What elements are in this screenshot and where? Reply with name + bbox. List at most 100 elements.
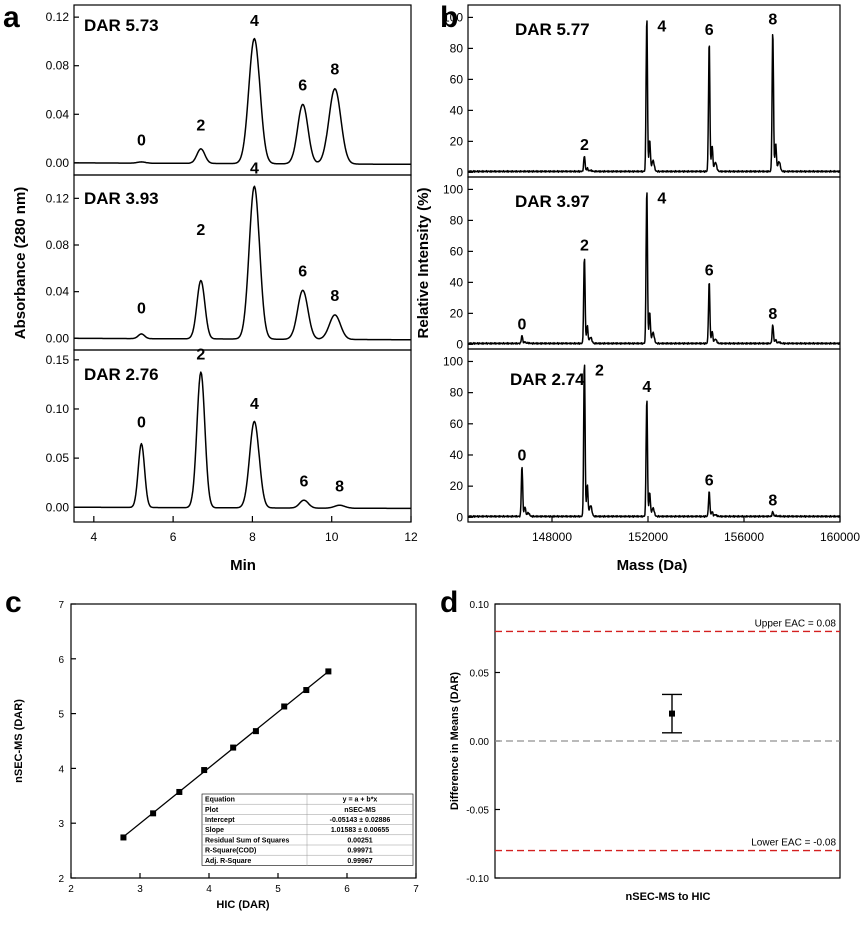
panel-b-ytick-label: 80 xyxy=(450,41,464,55)
panel-a-peak-label: 0 xyxy=(137,133,146,150)
panel-a-peak-label: 2 xyxy=(196,347,205,364)
panel-a-peak-label: 8 xyxy=(330,62,339,79)
panel-d-upper-eac-label: Upper EAC = 0.08 xyxy=(755,618,837,629)
panel-b-peak-label: 6 xyxy=(705,262,714,279)
panel-a-peak-label: 8 xyxy=(330,288,339,305)
panel-b-peak-label: 0 xyxy=(518,317,527,334)
panel-a-peak-label: 8 xyxy=(335,478,344,495)
panel-c-xtick-label: 7 xyxy=(413,884,419,895)
panel-b-peak-label: 6 xyxy=(705,22,714,39)
panel-b-peak-label: 0 xyxy=(518,447,527,464)
panel-a-peak-label: 6 xyxy=(298,77,307,94)
panel-a-peak-label: 2 xyxy=(196,222,205,239)
panel-a-xtick-label: 4 xyxy=(90,530,97,544)
panel-b-xtick-label: 152000 xyxy=(628,530,668,544)
panel-d-ytick-label: 0.00 xyxy=(470,737,490,748)
panel-c-table-value: nSEC-MS xyxy=(344,807,376,814)
panel-d-y-axis-label: Difference in Means (DAR) xyxy=(449,672,461,810)
panel-c-xtick-label: 5 xyxy=(275,884,281,895)
panel-a-ytick-label: 0.08 xyxy=(46,59,70,73)
panel-c-frame xyxy=(70,603,417,879)
panel-a-peak-label: 6 xyxy=(299,473,308,490)
panel-label-b: b xyxy=(440,1,458,34)
panel-a-ytick-label: 0.12 xyxy=(46,191,70,205)
panel-c-x-axis-label: HIC (DAR) xyxy=(216,899,269,911)
panel-d-ytick-label: 0.10 xyxy=(470,600,490,611)
panel-c-table-key: Intercept xyxy=(205,817,235,824)
panel-b-ytick-label: 40 xyxy=(450,103,464,117)
panel-c-table-value: 1.01583 ± 0.00655 xyxy=(331,827,389,834)
panel-c-fit-table: Equation y = a + b*x Plot nSEC-MS Intercept -… xyxy=(201,793,414,866)
panel-c-xtick-label: 6 xyxy=(344,884,350,895)
panel-c-ytick-label: 7 xyxy=(58,600,64,611)
panel-c-data-point xyxy=(150,810,157,817)
panel-b-ytick-label: 100 xyxy=(443,10,463,24)
panel-c-data-point xyxy=(120,834,127,841)
panel-b-peak-label: 2 xyxy=(595,362,604,379)
panel-a-ytick-label: 0.00 xyxy=(46,500,70,514)
panel-c-data-point xyxy=(325,668,332,675)
panel-b-xtick-label: 160000 xyxy=(820,530,860,544)
panel-c-table-value: 0.99967 xyxy=(347,858,372,865)
panel-a-ytick-label: 0.10 xyxy=(46,402,70,416)
panel-d-ytick-label: -0.05 xyxy=(466,806,489,817)
panel-c-table-key: Adj. R-Square xyxy=(205,858,251,865)
panel-d-ytick-label: 0.05 xyxy=(470,669,490,680)
panel-a-xtick-label: 12 xyxy=(404,530,418,544)
panel-b-spectrum-1 xyxy=(467,20,841,173)
panel-c-ytick-label: 3 xyxy=(58,819,64,830)
panel-b-ytick-label: 0 xyxy=(456,337,463,351)
panel-a-peak-label: 6 xyxy=(298,263,307,280)
panel-b-peak-label: 6 xyxy=(705,472,714,489)
panel-label-a: a xyxy=(3,1,20,34)
panel-b-ytick-label: 20 xyxy=(450,134,464,148)
panel-b-peak-label: 2 xyxy=(580,238,589,255)
panel-b-frame-3 xyxy=(467,348,841,523)
panel-c-data-point xyxy=(303,687,310,694)
panel-c-table-key: Plot xyxy=(205,807,219,814)
panel-c-table-key: Residual Sum of Squares xyxy=(205,837,290,844)
panel-c-ytick-label: 6 xyxy=(58,655,64,666)
panel-c-ytick-label: 4 xyxy=(58,764,64,775)
panel-a-dar-label-1: DAR 5.73 xyxy=(84,16,159,35)
panel-b-peak-label: 4 xyxy=(657,190,666,207)
panel-a-peak-label: 0 xyxy=(137,301,146,318)
panel-a-peak-label: 4 xyxy=(250,396,259,413)
panel-label-c: c xyxy=(5,586,22,619)
panel-b-ytick-label: 40 xyxy=(450,448,464,462)
panel-b-ytick-label: 40 xyxy=(450,275,464,289)
panel-a-frame-3 xyxy=(73,349,412,523)
panel-a-ytick-label: 0.04 xyxy=(46,107,70,121)
panel-c-xtick-label: 2 xyxy=(68,884,74,895)
panel-a-ytick-label: 0.00 xyxy=(46,331,70,345)
panel-a-ytick-label: 0.00 xyxy=(46,156,70,170)
panel-b-dar-label-1: DAR 5.77 xyxy=(515,20,590,39)
panel-b-peak-label: 2 xyxy=(580,137,589,154)
panel-c-table-key: Slope xyxy=(205,827,224,834)
panel-a-ytick-label: 0.15 xyxy=(46,353,70,367)
panel-a-peak-label: 4 xyxy=(250,13,259,30)
panel-a-hic-chromatograms: DAR 5.73 DAR 3.93 DAR 2.76 Absorbance (2… xyxy=(12,4,418,574)
panel-a-peak-label: 2 xyxy=(196,117,205,134)
panel-b-ytick-label: 60 xyxy=(450,72,464,86)
panel-c-data-point xyxy=(201,767,208,774)
panel-c-data-point xyxy=(252,728,259,735)
panel-c-ytick-label: 5 xyxy=(58,710,64,721)
panel-a-ytick-label: 0.04 xyxy=(46,285,70,299)
panel-b-xtick-label: 148000 xyxy=(532,530,572,544)
panel-b-ytick-label: 100 xyxy=(443,354,463,368)
panel-c-table-key: R-Square(COD) xyxy=(205,848,256,855)
panel-a-xtick-label: 10 xyxy=(325,530,339,544)
panel-c-fit-line xyxy=(123,670,329,838)
panel-d-equivalence: Difference in Means (DAR) nSEC-MS to HIC… xyxy=(449,600,841,903)
panel-b-ytick-label: 20 xyxy=(450,306,464,320)
panel-c-table-value: 0.99971 xyxy=(347,848,372,855)
panel-c-correlation: nSEC-MS (DAR) HIC (DAR) 2 3 4 5 6 7 2 3 4 5 6 7 Equa… xyxy=(13,600,419,911)
panel-a-ytick-label: 0.12 xyxy=(46,10,70,24)
panel-c-data-point xyxy=(176,788,183,795)
panel-d-lower-eac-label: Lower EAC = -0.08 xyxy=(751,838,836,849)
panel-a-peak-label: 0 xyxy=(137,414,146,431)
panel-b-x-axis-label: Mass (Da) xyxy=(617,557,688,574)
panel-d-x-axis-label: nSEC-MS to HIC xyxy=(626,891,711,903)
